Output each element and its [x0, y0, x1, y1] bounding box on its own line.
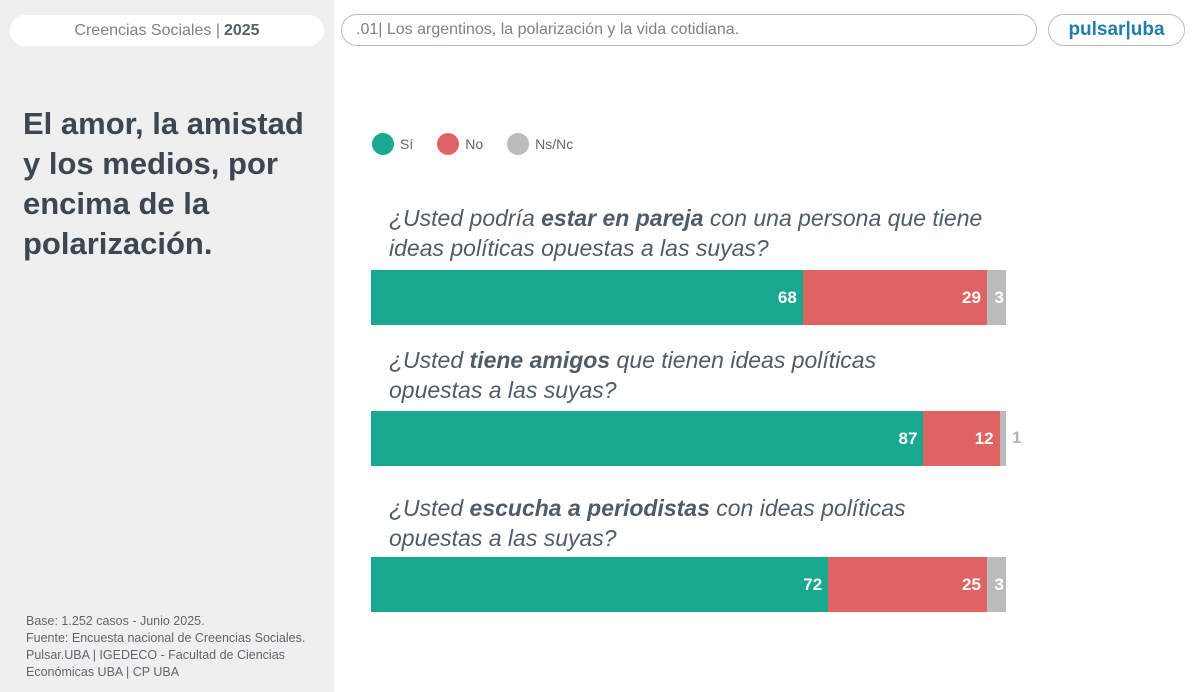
question-label: ¿Usted tiene amigos que tienen ideas pol…: [389, 347, 877, 403]
legend-item: No: [437, 133, 483, 155]
data-label: 1: [1012, 428, 1022, 447]
bar-segment-no: 12: [923, 411, 1000, 466]
pulsar-uba-logo[interactable]: pulsar|uba: [1048, 14, 1185, 46]
data-label: 25: [962, 574, 981, 594]
data-label: 12: [974, 428, 994, 448]
source-note: Fuente: Encuesta nacional de Creencias S…: [26, 631, 306, 679]
bar-segment-s: 72: [371, 557, 829, 612]
bar-segment-no: 25: [828, 557, 987, 612]
legend-item: Ns/Nc: [507, 133, 573, 155]
legend-label: No: [465, 136, 484, 152]
stacked-bar: 72 25 3: [371, 557, 1006, 612]
data-label: 3: [994, 287, 1004, 307]
data-label: 3: [994, 574, 1004, 594]
bar-segment-nsnc: 3: [986, 270, 1006, 325]
legend-swatch: [437, 133, 460, 155]
data-label: 29: [962, 287, 981, 307]
page-title: El amor, la amistad y los medios, por en…: [23, 106, 304, 261]
year-label: 2025: [223, 21, 260, 39]
question-label: ¿Usted escucha a periodistas con ideas p…: [389, 495, 906, 551]
bar-segment-s: 68: [371, 270, 803, 325]
stacked-bar: 87 12: [371, 411, 1006, 466]
data-label: 72: [803, 574, 823, 594]
legend-swatch: [372, 133, 394, 155]
bar-segment-nsnc: [999, 411, 1006, 466]
data-label: 68: [777, 287, 797, 307]
section-label: Creencias Sociales |: [74, 21, 220, 39]
chapter-pill[interactable]: .01| Los argentinos, la polarización y l…: [341, 14, 1037, 46]
question-label: ¿Usted podría estar en pareja con una pe…: [389, 205, 983, 261]
base-note: Base: 1.252 casos - Junio 2025.: [26, 614, 205, 628]
section-pill[interactable]: Creencias Sociales | 2025: [10, 15, 324, 46]
stacked-bar: 68 29 3: [371, 270, 1006, 325]
legend-item: Sí: [372, 133, 413, 155]
bar-segment-s: 87: [371, 411, 924, 466]
legend-label: Ns/Nc: [535, 136, 574, 152]
data-label: 87: [898, 428, 918, 448]
bar-segment-no: 29: [802, 270, 987, 325]
legend: Sí No Ns/Nc: [372, 133, 573, 155]
footnote: Base: 1.252 casos - Junio 2025. Fuente: …: [26, 613, 316, 681]
sidebar: El amor, la amistad y los medios, por en…: [0, 0, 334, 692]
legend-label: Sí: [400, 136, 414, 152]
legend-swatch: [507, 133, 530, 155]
bar-segment-nsnc: 3: [986, 557, 1006, 612]
